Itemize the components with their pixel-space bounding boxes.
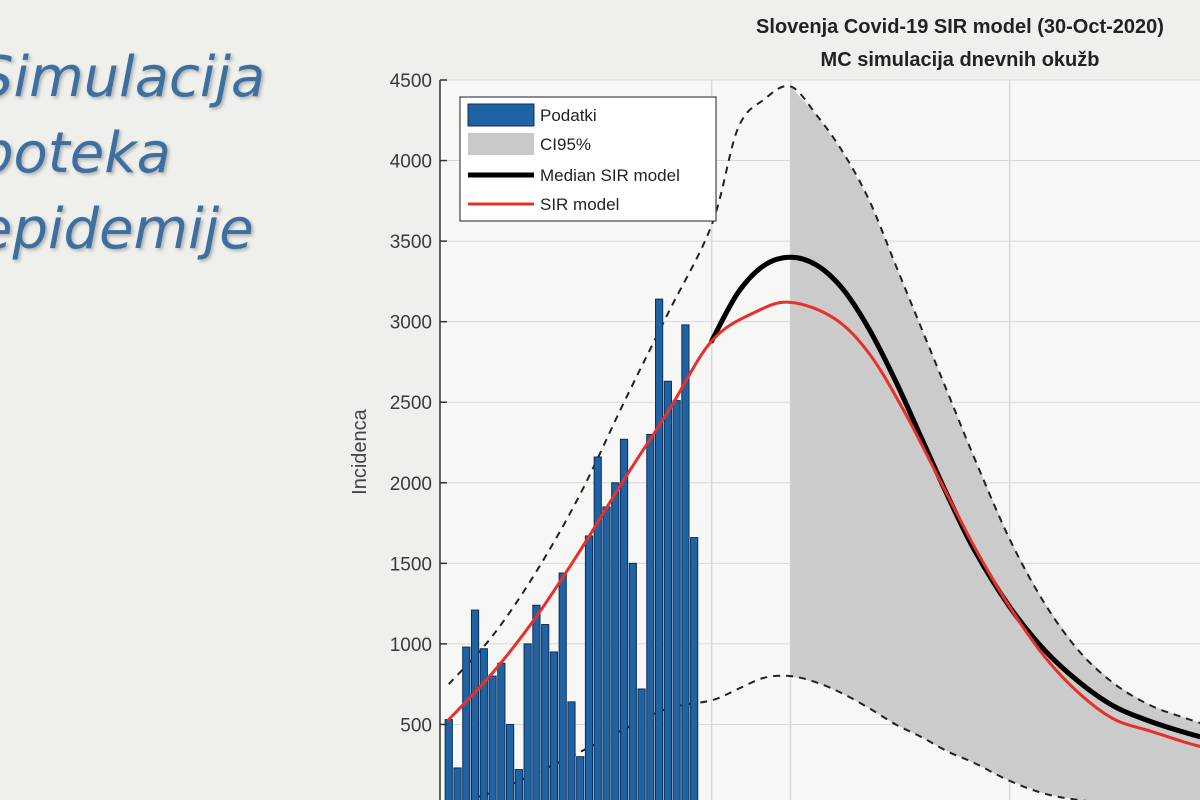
data-bar	[681, 324, 690, 800]
y-tick-label: 4000	[390, 152, 432, 173]
legend-label: Median SIR model	[540, 166, 680, 185]
y-tick-label: 3000	[390, 313, 432, 334]
y-tick-label: 3500	[390, 232, 432, 253]
data-bar	[690, 537, 699, 800]
y-tick-label: 2000	[390, 474, 432, 495]
data-bar	[584, 535, 594, 800]
data-bar	[646, 433, 655, 800]
data-bar	[506, 723, 515, 800]
data-bar	[479, 648, 488, 800]
y-axis-label: Incidenca	[349, 408, 371, 494]
y-tick-label: 500	[400, 715, 432, 736]
data-bar	[462, 646, 471, 800]
slide-title-line-1: Simulacija	[0, 45, 266, 110]
data-bar	[532, 604, 541, 800]
data-bar	[558, 572, 567, 800]
slide-title-line-3: epidemije	[0, 197, 254, 262]
data-bar	[488, 675, 497, 800]
data-bar	[444, 719, 453, 800]
data-bar	[628, 562, 637, 800]
data-bar	[514, 769, 523, 800]
data-bar	[593, 456, 602, 800]
data-bar	[541, 624, 550, 800]
data-bar	[497, 662, 506, 800]
ci95-fill	[790, 86, 1200, 800]
slide-title-line-2: poteka	[0, 121, 171, 186]
sir-model-line	[447, 300, 1200, 748]
data-bars	[444, 298, 699, 800]
y-tick-label: 1500	[390, 554, 432, 575]
data-bar	[611, 482, 620, 800]
y-tick-label: 1000	[390, 635, 432, 656]
legend: Podatki CI95% Median SIR model SIR model	[459, 96, 717, 222]
legend-swatch-ci95	[468, 133, 534, 155]
data-bar	[672, 400, 681, 800]
legend-label: SIR model	[540, 195, 619, 214]
y-axis: 500 1000 1500 2000 2500 3000 3500 4000 4500	[390, 71, 447, 800]
legend-label: CI95%	[540, 135, 591, 154]
data-bar	[602, 506, 611, 800]
chart-title-line-1: Slovenja Covid-19 SIR model (30-Oct-2020…	[756, 16, 1164, 38]
y-tick-label: 4500	[390, 71, 432, 92]
legend-label: Podatki	[540, 106, 597, 125]
legend-swatch-podatki	[467, 103, 535, 127]
y-tick-label: 2500	[390, 393, 432, 414]
data-bar	[549, 651, 559, 800]
model-lines	[447, 254, 1200, 748]
data-bar	[470, 609, 480, 800]
data-bar	[453, 767, 462, 800]
slide-title: Simulacija poteka epidemije	[0, 40, 265, 268]
data-bar	[655, 298, 664, 800]
data-bar	[663, 380, 672, 800]
data-bar	[576, 756, 585, 800]
data-bar	[619, 438, 629, 800]
data-bar	[637, 688, 646, 800]
data-bar	[523, 643, 532, 800]
data-bar	[567, 701, 576, 800]
chart-title-line-2: MC simulacija dnevnih okužb	[821, 49, 1100, 71]
